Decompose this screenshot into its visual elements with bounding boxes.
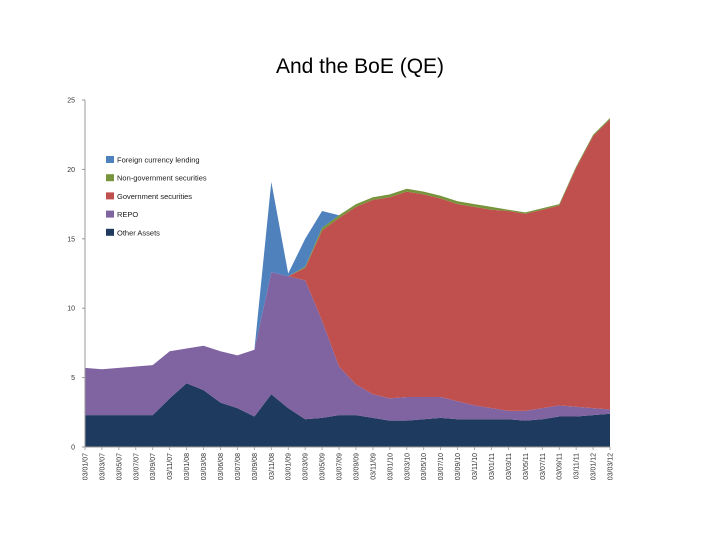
legend-label: Non-government securities	[117, 174, 207, 183]
slide-title: And the BoE (QE)	[275, 55, 445, 78]
y-tick-label: 25	[67, 98, 75, 105]
x-tick-label: 03/09/07	[150, 453, 157, 480]
chart-areas	[85, 118, 610, 447]
y-tick-label: 15	[67, 236, 75, 243]
x-tick-label: 03/01/12	[591, 453, 598, 480]
legend-label: Foreign currency lending	[117, 156, 200, 165]
x-tick-label: 03/09/09	[353, 453, 360, 480]
y-tick-label: 20	[67, 167, 75, 174]
x-tick-label: 03/03/07	[99, 453, 106, 480]
x-tick-label: 03/05/07	[116, 453, 123, 480]
legend-swatch	[106, 156, 114, 163]
x-tick-label: 03/03/08	[201, 453, 208, 480]
x-tick-label: 03/01/10	[387, 453, 394, 480]
x-tick-label: 03/05/11	[523, 453, 530, 480]
x-tick-label: 03/05/10	[421, 453, 428, 480]
x-tick-label: 03/07/11	[540, 453, 547, 480]
x-tick-label: 03/03/11	[506, 453, 513, 480]
x-tick-label: 03/11/10	[472, 453, 479, 480]
x-tick-label: 03/07/09	[337, 453, 344, 480]
x-tick-label: 03/03/10	[404, 453, 411, 480]
legend-swatch	[106, 210, 114, 218]
chart-legend: Foreign currency lending Non-government s…	[106, 156, 207, 237]
x-tick-label: 03/09/08	[252, 453, 259, 480]
x-tick-label: 03/03/09	[303, 453, 310, 480]
x-tick-label: 03/05/09	[320, 453, 327, 480]
x-tick-label: 03/07/08	[235, 453, 242, 480]
x-tick-label: 03/11/09	[370, 453, 377, 480]
x-tick-label: 03/03/12	[608, 453, 615, 480]
x-tick-label: 03/01/07	[83, 453, 90, 480]
x-tick-label: 03/09/11	[557, 453, 564, 480]
x-tick-label: 03/11/11	[574, 453, 581, 479]
x-tick-label: 03/01/11	[489, 453, 496, 480]
legend-swatch	[106, 228, 114, 236]
x-tick-label: 03/11/07	[167, 453, 174, 480]
y-tick-label: 0	[71, 445, 75, 452]
legend-swatch	[106, 192, 114, 200]
y-tick-label: 10	[67, 306, 75, 313]
legend-label: Government securities	[117, 192, 192, 201]
series-area-government-securities	[85, 119, 610, 411]
x-tick-label: 03/11/08	[269, 453, 276, 480]
series-area-repo	[85, 272, 610, 421]
y-tick-label: 5	[71, 375, 75, 382]
x-tick-label: 03/01/09	[286, 453, 293, 480]
x-tick-label: 03/07/10	[438, 453, 445, 480]
legend-swatch	[106, 174, 114, 182]
x-tick-label: 03/07/07	[133, 453, 140, 480]
x-tick-label: 03/09/10	[455, 453, 462, 480]
chart-axes: 0 5 10 15 20 25 03/01/07 03/03/07 03/05/07 03/07/…	[67, 98, 614, 481]
x-tick-label: 03/01/08	[184, 453, 191, 480]
x-tick-label: 03/06/08	[218, 453, 225, 480]
legend-label: Other Assets	[117, 228, 160, 237]
legend-label: REPO	[117, 210, 138, 219]
